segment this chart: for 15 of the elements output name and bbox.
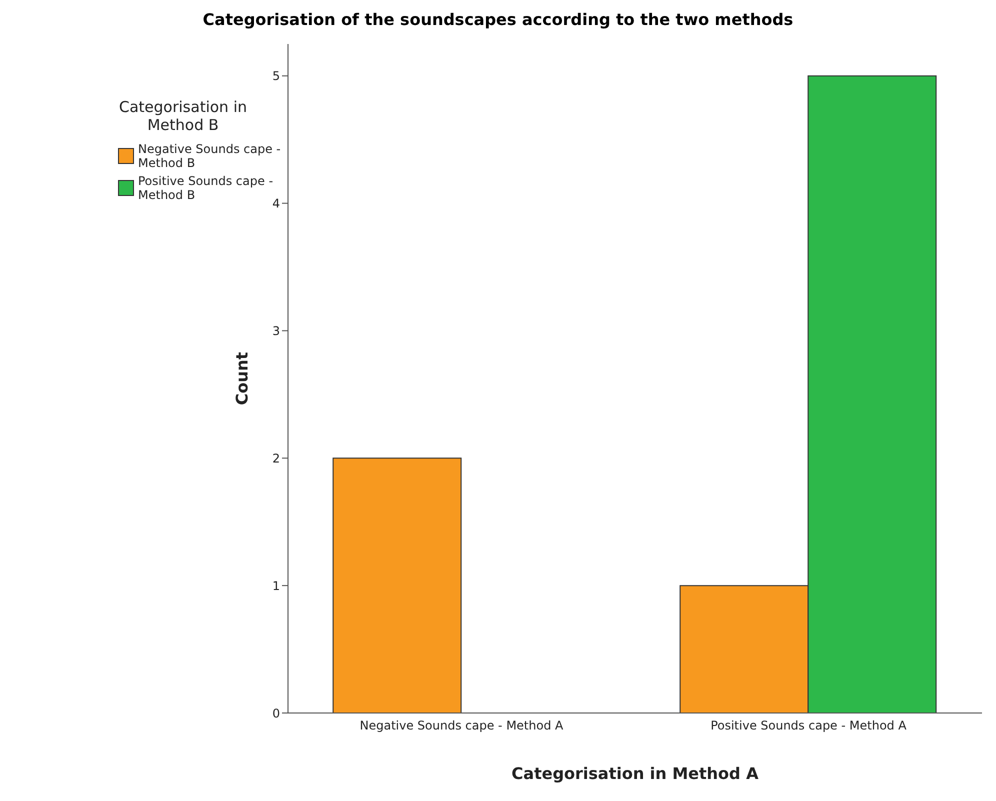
y-tick-label: 1 — [272, 578, 280, 593]
x-tick-label: Negative Sounds cape - Method A — [360, 718, 564, 733]
legend-label: Positive Sounds cape - Method B — [138, 174, 274, 202]
y-tick-label: 4 — [272, 196, 280, 211]
chart-title: Categorisation of the soundscapes according to the two methods — [202, 9, 794, 31]
bar — [332, 458, 462, 713]
x-axis-title: Categorisation in Method A — [512, 764, 760, 783]
x-tick-label: Positive Sounds cape - Method A — [710, 718, 908, 733]
y-tick-label: 5 — [272, 69, 280, 84]
y-axis-title: Count — [232, 352, 252, 406]
y-tick-label: 3 — [272, 324, 280, 338]
y-tick-label: 2 — [272, 451, 280, 466]
legend-label: Negative Sounds cape - Method B — [138, 142, 282, 170]
legend-title: Categorisation in Method B — [118, 98, 248, 134]
y-tick-label: 0 — [272, 706, 280, 720]
